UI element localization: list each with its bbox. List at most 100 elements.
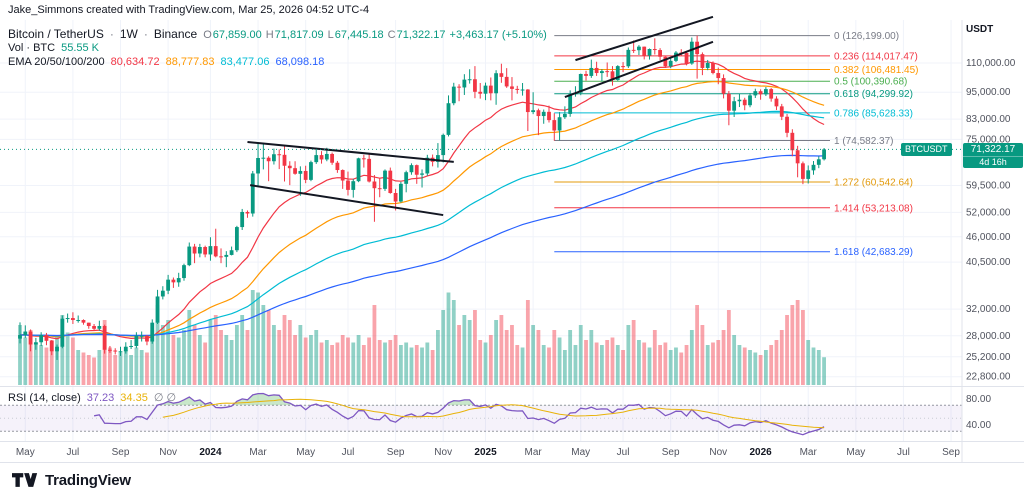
rising-wedge-upper — [575, 15, 714, 62]
time-axis-month-label: Mar — [525, 447, 543, 458]
rsi-overbought-fill — [94, 393, 825, 406]
price-axis-label: 83,000.00 — [966, 114, 1011, 125]
open-value: 67,859.00 — [212, 29, 262, 41]
time-axis-month-label: Jul — [67, 447, 80, 458]
time-axis-month-label: Sep — [662, 447, 680, 458]
ema-legend-row: EMA 20/50/100/200 80,634.72 88,777.83 83… — [8, 56, 324, 68]
price-axis-label: 46,000.00 — [966, 232, 1011, 243]
grid-layer — [0, 20, 962, 441]
time-axis-month-label: May — [846, 447, 865, 458]
time-axis-month-label: Sep — [942, 447, 960, 458]
price-axis[interactable]: 110,000.00 95,000.00 83,000.00 75,000.00 59,… — [966, 58, 1016, 431]
volume-legend-row: Vol · BTC 55.55 K — [8, 42, 99, 54]
tradingview-logo-text: TradingView — [45, 471, 131, 489]
fib-level-label: 1.272 (60,542.64) — [834, 178, 913, 189]
volume-layer — [18, 290, 826, 385]
price-axis-label: 40,500.00 — [966, 257, 1011, 268]
rsi-ma-line — [162, 398, 825, 429]
time-axis-month-label: Nov — [159, 447, 177, 458]
price-axis-label: 95,000.00 — [966, 87, 1011, 98]
fib-level-label: 0.5 (100,390.68) — [834, 77, 907, 88]
open-label: O — [203, 29, 212, 41]
bar-countdown: 4d 16h — [963, 156, 1023, 168]
time-axis-year-label: 2025 — [474, 447, 497, 458]
last-price-value: 71,322.17 — [970, 144, 1016, 156]
close-label: C — [387, 29, 396, 41]
rsi-band — [0, 404, 962, 432]
time-axis-month-label: Jul — [342, 447, 355, 458]
high-label: H — [265, 29, 274, 41]
price-axis-label: 28,000.00 — [966, 331, 1011, 342]
exchange-label: Binance — [153, 27, 198, 41]
ema-20-line — [19, 60, 825, 340]
close-value: 71,322.17 — [396, 29, 446, 41]
ema-layer — [19, 60, 825, 340]
price-axis-label: 75,000.00 — [966, 134, 1011, 145]
rsi-legend-row: RSI (14, close) 37.23 34.35 ∅ ∅ — [8, 391, 176, 404]
volume-indicator-label[interactable]: Vol · BTC — [8, 42, 56, 54]
time-axis-month-label: May — [16, 447, 35, 458]
time-axis-month-label: Sep — [387, 447, 405, 458]
time-axis-year-label: 2026 — [749, 447, 772, 458]
time-axis-month-label: Mar — [800, 447, 818, 458]
time-axis[interactable]: May Jul Sep Nov 2024 Mar May Jul Sep Nov 2025 Mar Ma… — [16, 447, 961, 458]
rsi-value: 37.23 — [86, 392, 115, 404]
axis-currency-label[interactable]: USDT — [966, 24, 994, 35]
attribution-text: Jake_Simmons created with TradingView.co… — [8, 4, 370, 16]
rsi-axis-label: 40.00 — [966, 420, 991, 431]
symbol-legend-row: Bitcoin / TetherUS · 1W · Binance O 67,85… — [8, 27, 547, 41]
ema-50-line — [19, 80, 825, 338]
tradingview-logo-icon — [12, 473, 38, 487]
symbol-price-tag: BTCUSDT — [901, 142, 952, 156]
legend-separator: · — [143, 27, 148, 41]
trendline-layer — [247, 15, 714, 217]
fib-level-label: 1.414 (53,213.08) — [834, 203, 913, 214]
price-axis-label: 25,200.00 — [966, 352, 1011, 363]
low-value: 67,445.18 — [334, 29, 384, 41]
candles-layer — [18, 35, 826, 360]
rsi-ma-value: 34.35 — [120, 392, 148, 404]
pane-separators — [0, 20, 1024, 463]
ema50-value: 88,777.83 — [165, 56, 215, 68]
ema-indicator-label[interactable]: EMA 20/50/100/200 — [8, 56, 105, 68]
ema20-value: 80,634.72 — [110, 56, 160, 68]
price-axis-label: 59,500.00 — [966, 180, 1011, 191]
time-axis-month-label: May — [296, 447, 315, 458]
ema-100-line — [20, 110, 825, 337]
ema100-value: 83,477.06 — [220, 56, 270, 68]
descending-channel-upper — [247, 141, 454, 163]
fib-level-label: 1 (74,582.37) — [834, 136, 894, 147]
price-axis-label: 110,000.00 — [966, 58, 1016, 69]
symbol-title[interactable]: Bitcoin / TetherUS — [8, 27, 104, 41]
time-axis-year-label: 2024 — [199, 447, 222, 458]
time-axis-month-label: Nov — [434, 447, 452, 458]
time-axis-month-label: Nov — [709, 447, 727, 458]
rsi-line — [93, 392, 825, 436]
time-axis-month-label: May — [571, 447, 590, 458]
price-axis-label: 52,000.00 — [966, 207, 1011, 218]
time-axis-month-label: Jul — [897, 447, 910, 458]
rsi-hidden-markers: ∅ ∅ — [153, 392, 177, 404]
fib-level-label: 0.786 (85,628.33) — [834, 108, 913, 119]
rsi-layer — [93, 392, 825, 436]
time-axis-month-label: Sep — [112, 447, 130, 458]
fib-level-label: 0.382 (106,481.45) — [834, 65, 919, 76]
interval-label[interactable]: 1W — [119, 27, 138, 41]
ema200-value: 68,098.18 — [275, 56, 325, 68]
descending-channel-lower — [249, 184, 444, 217]
change-value: +3,463.17 (+5.10%) — [449, 29, 547, 41]
tradingview-logo[interactable]: TradingView — [12, 471, 131, 489]
fib-level-label: 1.618 (42,683.29) — [834, 247, 913, 258]
rsi-axis-label: 80.00 — [966, 394, 991, 405]
volume-value: 55.55 K — [61, 42, 99, 54]
rsi-indicator-label[interactable]: RSI (14, close) — [8, 392, 81, 404]
rising-wedge-lower — [564, 40, 714, 99]
fib-level-label: 0 (126,199.00) — [834, 31, 899, 42]
legend-separator: · — [109, 27, 114, 41]
fib-level-label: 0.236 (114,017.47) — [834, 51, 918, 62]
price-axis-label: 32,000.00 — [966, 304, 1011, 315]
fib-retracement-layer: 0 (126,199.00) 0.236 (114,017.47) 0.382 (1… — [554, 31, 919, 258]
low-label: L — [327, 29, 334, 41]
